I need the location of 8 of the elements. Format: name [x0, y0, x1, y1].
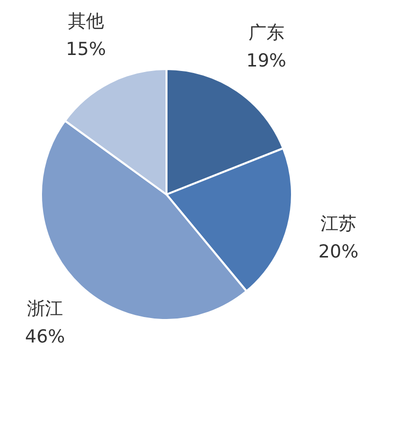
- slice-label: 浙江: [26, 298, 63, 320]
- slice-label: 其他: [68, 11, 104, 32]
- data-label: 46%: [24, 326, 65, 348]
- data-label: 15%: [66, 39, 106, 60]
- slice-label: 江苏: [320, 213, 356, 234]
- data-label: 19%: [246, 50, 286, 72]
- slice-label: 广东: [248, 22, 284, 44]
- data-label: 20%: [318, 241, 358, 262]
